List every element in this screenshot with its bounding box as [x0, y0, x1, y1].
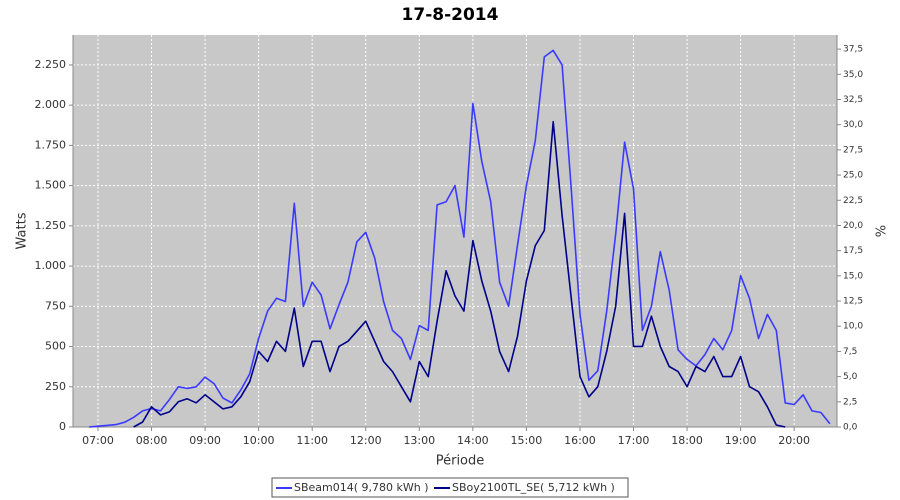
y2-tick-label: 20,0: [843, 221, 863, 231]
x-tick-label: 12:00: [350, 434, 382, 447]
x-tick-label: 11:00: [296, 434, 328, 447]
y2-tick-label: 37,5: [843, 45, 863, 55]
y2-tick-label: 5,0: [843, 372, 858, 382]
y2-tick-label: 0,0: [843, 423, 858, 433]
y-tick-label: 250: [45, 380, 66, 393]
legend-label: SBeam014( 9,780 kWh ): [294, 481, 429, 494]
y2-tick-label: 30,0: [843, 120, 863, 130]
y2-tick-label: 35,0: [843, 70, 863, 80]
y-tick-label: 2.000: [35, 98, 67, 111]
y2-tick-label: 22,5: [843, 196, 863, 206]
x-tick-label: 14:00: [457, 434, 489, 447]
y2-tick-label: 15,0: [843, 271, 863, 281]
x-tick-label: 19:00: [725, 434, 757, 447]
series-line: [89, 49, 831, 428]
y2-axis-label: %: [875, 225, 890, 237]
series-line: [133, 120, 786, 428]
x-tick-label: 13:00: [403, 434, 435, 447]
plot-area: [73, 35, 837, 427]
legend-label: SBoy2100TL_SE( 5,712 kWh ): [452, 481, 615, 494]
x-axis-label: Période: [436, 454, 485, 469]
y2-tick-label: 10,0: [843, 322, 863, 332]
y-tick-label: 1.000: [35, 259, 67, 272]
x-tick-label: 15:00: [511, 434, 543, 447]
y2-tick-label: 17,5: [843, 246, 863, 256]
y2-tick-label: 2,5: [843, 397, 857, 407]
y-tick-label: 1.500: [35, 179, 67, 192]
x-tick-label: 16:00: [564, 434, 596, 447]
x-tick-label: 17:00: [618, 434, 650, 447]
x-tick-label: 20:00: [778, 434, 810, 447]
y-tick-label: 500: [45, 340, 66, 353]
y-tick-label: 2.250: [35, 58, 67, 71]
chart-title: 17-8-2014: [402, 5, 499, 25]
y2-tick-label: 7,5: [843, 347, 857, 357]
y-tick-label: 1.250: [35, 219, 67, 232]
x-tick-label: 09:00: [189, 434, 221, 447]
y2-tick-label: 32,5: [843, 95, 863, 105]
y2-tick-label: 25,0: [843, 171, 863, 181]
y2-tick-label: 27,5: [843, 145, 863, 155]
y2-tick-label: 12,5: [843, 297, 863, 307]
y-tick-label: 1.750: [35, 138, 67, 151]
y-axis-label: Watts: [15, 212, 30, 249]
y-tick-label: 0: [59, 420, 66, 433]
y-tick-label: 750: [45, 299, 66, 312]
x-tick-label: 18:00: [671, 434, 703, 447]
x-tick-label: 08:00: [136, 434, 168, 447]
x-tick-label: 10:00: [243, 434, 275, 447]
x-tick-label: 07:00: [82, 434, 114, 447]
